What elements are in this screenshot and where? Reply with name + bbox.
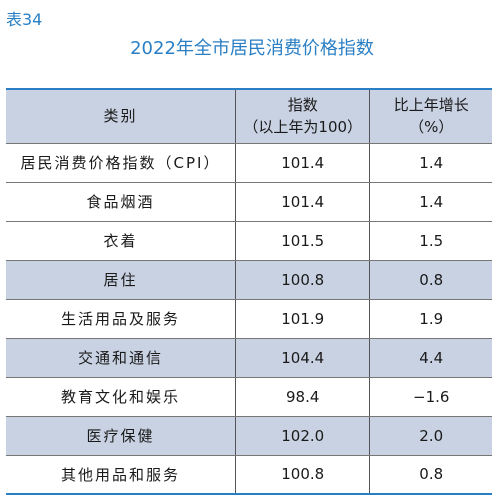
header-row: 类别 指数 （以上年为100） 比上年增长 （%） bbox=[6, 89, 492, 144]
row-category: 居住 bbox=[6, 260, 236, 300]
header-change-line2: （%） bbox=[409, 118, 454, 137]
row-index: 98.4 bbox=[234, 377, 371, 417]
table-row: 食品烟酒 101.4 1.4 bbox=[6, 182, 492, 222]
row-index: 101.9 bbox=[234, 299, 371, 339]
table-row: 居民消费价格指数（CPI） 101.4 1.4 bbox=[6, 143, 492, 183]
row-change: 4.4 bbox=[369, 338, 492, 378]
row-category: 医疗保健 bbox=[6, 416, 236, 456]
row-change: −1.6 bbox=[369, 377, 492, 417]
row-index: 100.8 bbox=[234, 455, 371, 495]
table-header: 类别 指数 （以上年为100） 比上年增长 （%） bbox=[6, 89, 492, 144]
table-row: 生活用品及服务 101.9 1.9 bbox=[6, 299, 492, 339]
row-category: 食品烟酒 bbox=[6, 182, 236, 222]
row-index: 101.4 bbox=[234, 143, 371, 183]
table-row: 教育文化和娱乐 98.4 −1.6 bbox=[6, 377, 492, 417]
row-category: 居民消费价格指数（CPI） bbox=[6, 143, 236, 183]
cpi-table: 类别 指数 （以上年为100） 比上年增长 （%） 居民消费价格指数（CPI） … bbox=[6, 88, 492, 495]
header-change: 比上年增长 （%） bbox=[369, 89, 492, 144]
table-row: 交通和通信 104.4 4.4 bbox=[6, 338, 492, 378]
row-category: 教育文化和娱乐 bbox=[6, 377, 236, 417]
row-change: 1.4 bbox=[369, 182, 492, 222]
header-category: 类别 bbox=[6, 89, 236, 144]
table-row: 衣着 101.5 1.5 bbox=[6, 221, 492, 261]
row-change: 1.4 bbox=[369, 143, 492, 183]
table-row: 其他用品和服务 100.8 0.8 bbox=[6, 455, 492, 495]
row-change: 2.0 bbox=[369, 416, 492, 456]
row-change: 1.5 bbox=[369, 221, 492, 261]
row-category: 交通和通信 bbox=[6, 338, 236, 378]
row-category: 生活用品及服务 bbox=[6, 299, 236, 339]
row-index: 104.4 bbox=[234, 338, 371, 378]
table-body: 居民消费价格指数（CPI） 101.4 1.4 食品烟酒 101.4 1.4 衣… bbox=[6, 143, 492, 495]
row-change: 0.8 bbox=[369, 260, 492, 300]
row-change: 1.9 bbox=[369, 299, 492, 339]
header-change-line1: 比上年增长 bbox=[393, 96, 469, 115]
row-index: 101.5 bbox=[234, 221, 371, 261]
row-category: 衣着 bbox=[6, 221, 236, 261]
table-row: 医疗保健 102.0 2.0 bbox=[6, 416, 492, 456]
header-index-line1: 指数 bbox=[287, 96, 318, 115]
row-index: 102.0 bbox=[234, 416, 371, 456]
table-row: 居住 100.8 0.8 bbox=[6, 260, 492, 300]
row-category: 其他用品和服务 bbox=[6, 455, 236, 495]
row-change: 0.8 bbox=[369, 455, 492, 495]
header-category-label: 类别 bbox=[103, 107, 138, 126]
table-title: 2022年全市居民消费价格指数 bbox=[130, 38, 374, 59]
table-number-label: 表34 bbox=[6, 10, 43, 29]
header-index-line2: （以上年为100） bbox=[243, 118, 363, 137]
row-index: 101.4 bbox=[234, 182, 371, 222]
header-index: 指数 （以上年为100） bbox=[234, 89, 371, 144]
row-index: 100.8 bbox=[234, 260, 371, 300]
